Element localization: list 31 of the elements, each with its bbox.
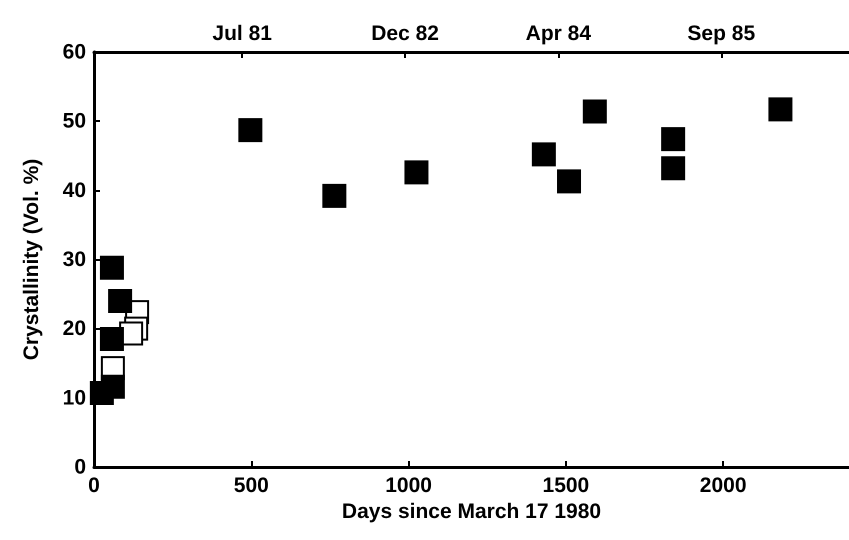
y-tick-label: 20 <box>62 317 86 340</box>
x2-tick-label: Jul 81 <box>212 22 272 45</box>
x2-tick-label: Apr 84 <box>526 22 592 45</box>
point <box>557 169 582 194</box>
y-tick-label: 50 <box>62 110 86 133</box>
x-axis-title: Days since March 17 1980 <box>342 500 602 523</box>
y-tick-label: 30 <box>62 248 86 271</box>
x-tick-label: 1000 <box>385 474 432 497</box>
y-tick-label: 60 <box>62 40 86 64</box>
x2-tick-label: Sep 85 <box>687 22 756 45</box>
point <box>100 374 125 399</box>
y-tick-label: 0 <box>74 456 86 478</box>
point <box>100 327 124 352</box>
point <box>238 118 262 142</box>
point <box>108 289 132 313</box>
point <box>582 99 607 124</box>
point <box>768 97 792 122</box>
y-tick-label: 40 <box>62 178 86 202</box>
point <box>661 156 686 180</box>
y-axis-title: Crystallinity (Vol. %) <box>20 158 43 360</box>
point <box>100 256 124 280</box>
point <box>322 184 346 208</box>
y-tick-label: 10 <box>62 386 86 410</box>
point <box>661 127 686 152</box>
point <box>404 160 428 184</box>
x-tick-label: 0 <box>88 474 100 497</box>
x-tick-label: 2000 <box>700 474 747 497</box>
x2-tick-label: Dec 82 <box>371 22 439 45</box>
x-tick-label: 1500 <box>542 474 590 497</box>
x-tick-label: 500 <box>234 474 269 497</box>
point <box>532 142 556 166</box>
